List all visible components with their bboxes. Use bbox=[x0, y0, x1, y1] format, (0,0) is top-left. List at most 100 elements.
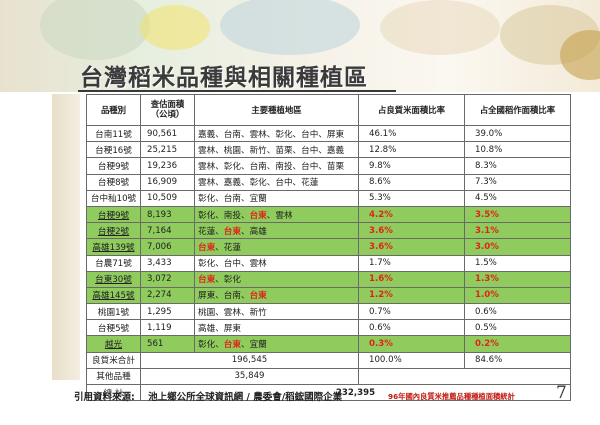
variety-cell: 桃園1號 bbox=[86, 303, 141, 321]
area-cell: 7,006 bbox=[140, 238, 195, 256]
region-text: 台東 bbox=[223, 340, 241, 351]
table-row-other: 其他品種 35,849 bbox=[86, 367, 571, 386]
banner-decoration bbox=[560, 30, 600, 80]
rice-variety-table: 品種別 查估面積 （公頃） 主要種植地區 占良質米面積比率 占全國稻作面積比率 … bbox=[86, 94, 571, 402]
region-text: 彰化、 bbox=[198, 340, 224, 351]
variety-cell: 台農71號 bbox=[86, 254, 141, 272]
region-text: 雲林、彰化、台南、南投、台中、苗栗 bbox=[198, 161, 345, 172]
pct-quality-cell: 3.6% bbox=[358, 222, 465, 240]
variety-cell: 台稉2號 bbox=[86, 222, 141, 240]
header-banner bbox=[0, 0, 600, 92]
other-label: 其他品種 bbox=[86, 367, 141, 386]
area-cell: 561 bbox=[140, 335, 195, 353]
pct-national-cell: 0.5% bbox=[464, 319, 571, 337]
total-national-pct: 84.6% bbox=[464, 351, 571, 369]
variety-cell: 台稉16號 bbox=[86, 141, 141, 159]
region-text: 台東 bbox=[198, 275, 216, 286]
variety-cell: 台南11號 bbox=[86, 124, 141, 143]
variety-cell: 高雄139號 bbox=[86, 238, 141, 256]
header-pct-quality: 占良質米面積比率 bbox=[358, 94, 465, 126]
source-text: 池上鄉公所全球資訊網 / 農委會/稻鋐國際企業 bbox=[148, 392, 343, 403]
header-area-text: 查估面積 （公頃） bbox=[150, 99, 185, 119]
region-text: 台東 bbox=[249, 210, 267, 221]
pct-national-cell: 4.5% bbox=[464, 189, 571, 207]
table-row: 高雄145號 2,274 屏東、台南、台東 1.2% 1.0% bbox=[86, 286, 571, 305]
regions-cell: 桃園、雲林、新竹 bbox=[194, 303, 359, 321]
region-text: 高雄、屏東 bbox=[198, 323, 241, 334]
variety-cell: 高雄145號 bbox=[86, 286, 141, 305]
area-cell: 10,509 bbox=[140, 189, 195, 207]
region-text: 台東 bbox=[249, 291, 267, 302]
pct-quality-cell: 12.8% bbox=[358, 141, 465, 159]
area-cell: 90,561 bbox=[140, 124, 195, 143]
region-text: 彰化、台中、雲林 bbox=[198, 259, 267, 270]
banner-decoration bbox=[220, 0, 360, 55]
pct-quality-cell: 5.3% bbox=[358, 189, 465, 207]
region-text: 花蓮、 bbox=[198, 226, 224, 237]
pct-national-cell: 1.0% bbox=[464, 286, 571, 305]
banner-decoration bbox=[40, 0, 150, 60]
total-quality-value: 196,545 bbox=[140, 351, 359, 369]
variety-cell: 台稉9號 bbox=[86, 205, 141, 224]
pct-quality-cell: 46.1% bbox=[358, 124, 465, 143]
region-text: 桃園、雲林、新竹 bbox=[198, 307, 267, 318]
area-cell: 8,193 bbox=[140, 205, 195, 224]
region-text: 、高雄 bbox=[241, 226, 267, 237]
pct-quality-cell: 0.3% bbox=[358, 335, 465, 353]
header-pct-national: 占全國稻作面積比率 bbox=[464, 94, 571, 126]
pct-quality-cell: 0.7% bbox=[358, 303, 465, 321]
pct-quality-cell: 0.6% bbox=[358, 319, 465, 337]
pct-national-cell: 0.2% bbox=[464, 335, 571, 353]
pct-quality-cell: 3.6% bbox=[358, 238, 465, 256]
grand-total-label: 總 計 bbox=[86, 383, 141, 402]
area-cell: 25,215 bbox=[140, 141, 195, 159]
variety-cell: 台稉9號 bbox=[86, 157, 141, 175]
regions-cell: 花蓮、台東、高雄 bbox=[194, 222, 359, 240]
pct-quality-cell: 9.8% bbox=[358, 157, 465, 175]
grand-total-value: 232,395 bbox=[140, 383, 571, 402]
pct-quality-cell: 8.6% bbox=[358, 173, 465, 191]
table-row: 台農71號 3,433 彰化、台中、雲林 1.7% 1.5% bbox=[86, 254, 571, 272]
pct-national-cell: 7.3% bbox=[464, 173, 571, 191]
table-row: 台稉5號 1,119 高雄、屏東 0.6% 0.5% bbox=[86, 319, 571, 337]
region-text: 、雲林 bbox=[266, 210, 293, 221]
region-text: 屏東、台南、 bbox=[198, 291, 250, 302]
table-row: 台東30號 3,072 台東、彰化 1.6% 1.3% bbox=[86, 270, 571, 288]
regions-cell: 台東、彰化 bbox=[194, 270, 359, 288]
regions-cell: 屏東、台南、台東 bbox=[194, 286, 359, 305]
banner-decoration bbox=[380, 0, 500, 55]
table-row: 台稉16號 25,215 雲林、桃園、新竹、苗栗、台中、嘉義 12.8% 10.8% bbox=[86, 141, 571, 159]
table-row: 台南11號 90,561 嘉義、台南、雲林、彰化、台中、屏東 46.1% 39.0% bbox=[86, 124, 571, 143]
header-area: 查估面積 （公頃） bbox=[140, 94, 195, 126]
empty-cell bbox=[358, 367, 571, 386]
area-cell: 16,909 bbox=[140, 173, 195, 191]
table-row-grand-total: 總 計 232,395 bbox=[86, 383, 571, 402]
page-title: 台灣稻米品種與相關種植區 bbox=[80, 65, 368, 91]
region-text: 台東 bbox=[198, 242, 216, 253]
pct-national-cell: 1.5% bbox=[464, 254, 571, 272]
table-row: 越光 561 彰化、台東、宜蘭 0.3% 0.2% bbox=[86, 335, 571, 353]
region-text: 台東 bbox=[223, 226, 241, 237]
footer-source: 引用資料來源: 池上鄉公所全球資訊網 / 農委會/稻鋐國際企業 bbox=[74, 389, 342, 403]
header-variety: 品種別 bbox=[86, 94, 141, 126]
regions-cell: 彰化、台東、宜蘭 bbox=[194, 335, 359, 353]
total-quality-label: 良質米合計 bbox=[86, 351, 141, 369]
variety-cell: 台稉8號 bbox=[86, 173, 141, 191]
area-cell: 19,236 bbox=[140, 157, 195, 175]
region-text: 彰化、南投、 bbox=[198, 210, 250, 221]
table-body: 台南11號 90,561 嘉義、台南、雲林、彰化、台中、屏東 46.1% 39.0% 台稉… bbox=[86, 124, 571, 402]
area-cell: 1,119 bbox=[140, 319, 195, 337]
regions-cell: 雲林、桃園、新竹、苗栗、台中、嘉義 bbox=[194, 141, 359, 159]
pct-quality-cell: 1.6% bbox=[358, 270, 465, 288]
pct-national-cell: 39.0% bbox=[464, 124, 571, 143]
variety-cell: 越光 bbox=[86, 335, 141, 353]
header-regions: 主要種植地區 bbox=[194, 94, 359, 126]
area-cell: 7,164 bbox=[140, 222, 195, 240]
regions-cell: 嘉義、台南、雲林、彰化、台中、屏東 bbox=[194, 124, 359, 143]
page-number: 7 bbox=[556, 383, 567, 403]
table-row-total-quality: 良質米合計 196,545 100.0% 84.6% bbox=[86, 351, 571, 369]
table-header-row: 品種別 查估面積 （公頃） 主要種植地區 占良質米面積比率 占全國稻作面積比率 bbox=[86, 94, 571, 126]
region-text: 彰化、台南、宜蘭 bbox=[198, 194, 267, 205]
left-accent-bar bbox=[52, 94, 80, 380]
area-cell: 3,072 bbox=[140, 270, 195, 288]
